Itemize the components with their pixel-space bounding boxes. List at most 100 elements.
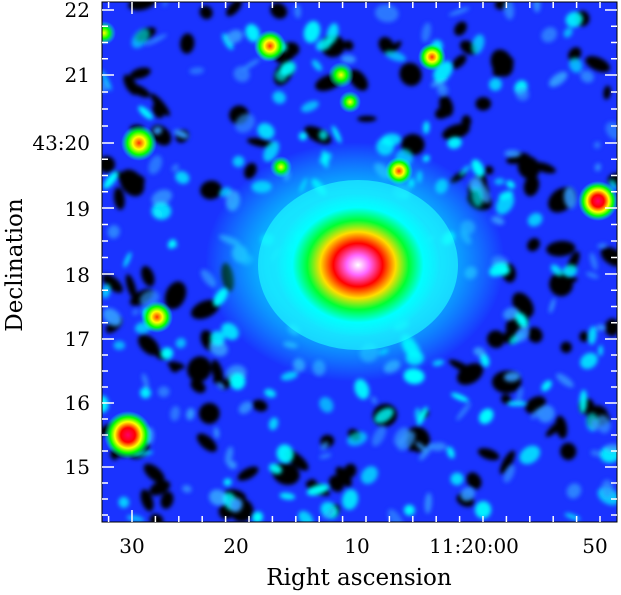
noise-cyan-patch [132,308,139,316]
noise-cyan-patch [430,442,447,452]
sky-image [102,2,617,522]
noise-cyan-patch [269,463,282,475]
noise-dark-patch [603,85,611,100]
noise-cyan-patch [580,352,598,369]
point-source [578,181,617,221]
noise-cyan-patch [471,159,485,177]
noise-cyan-patch [170,405,180,422]
noise-dark-patch [199,5,213,20]
noise-cyan-patch [494,178,505,185]
noise-dark-patch [568,47,582,62]
plot-frame [101,1,618,523]
noise-cyan-patch [506,180,515,189]
noise-dark-patch [448,359,474,374]
noise-cyan-patch [504,149,521,158]
noise-cyan-patch [354,378,370,400]
noise-dark-patch [169,361,181,373]
noise-cyan-patch [480,353,490,367]
noise-cyan-patch [414,407,421,422]
noise-cyan-patch [563,27,573,38]
x-tick-label: 20 [223,534,248,558]
noise-cyan-patch [360,466,378,484]
noise-dark-patch [452,54,467,69]
noise-cyan-patch [233,66,250,83]
noise-dark-patch [486,330,505,349]
y-tick-label: 43:20 [32,131,90,155]
noise-cyan-patch [151,189,173,206]
noise-dark-patch [527,326,543,343]
y-axis-title: Declination [2,198,28,332]
noise-cyan-patch [470,176,483,189]
x-tick-label: 11:20:00 [429,534,519,558]
noise-cyan-patch [272,91,286,104]
noise-cyan-patch [151,202,172,220]
noise-cyan-patch [506,401,527,406]
noise-cyan-patch [142,373,149,389]
noise-dark-patch [335,466,352,487]
noise-dark-patch [129,67,151,80]
noise-dark-patch [160,491,174,509]
noise-cyan-patch [422,121,430,134]
noise-cyan-patch [175,338,186,349]
noise-dark-patch [128,2,156,11]
noise-cyan-patch [268,417,279,431]
noise-cyan-patch [424,492,432,514]
noise-dark-patch [555,415,568,439]
noise-cyan-patch [541,380,552,392]
noise-cyan-patch [342,489,359,510]
noise-dark-patch [237,466,259,481]
y-tick-label: 18 [65,263,90,287]
noise-cyan-patch [596,414,611,434]
noise-dark-patch [164,281,187,310]
noise-dark-patch [492,56,514,77]
noise-cyan-patch [257,123,275,140]
noise-dark-patch [546,240,576,257]
noise-dark-patch [466,472,482,490]
noise-cyan-patch [274,69,287,82]
noise-dark-patch [138,334,160,356]
noise-cyan-patch [590,418,599,430]
noise-cyan-patch [387,509,404,522]
noise-cyan-patch [160,347,174,360]
noise-cyan-patch [448,7,470,16]
noise-cyan-patch [323,508,336,520]
noise-cyan-patch [594,163,601,172]
noise-cyan-patch [186,408,195,421]
noise-cyan-patch [374,407,394,424]
noise-cyan-patch [371,396,378,405]
noise-cyan-patch [516,386,524,404]
noise-cyan-patch [605,121,617,140]
noise-cyan-patch [223,478,232,486]
noise-dark-patch [150,93,170,117]
noise-cyan-patch [219,187,232,197]
noise-cyan-patch [451,392,469,402]
noise-cyan-patch [232,155,245,168]
noise-dark-patch [149,480,171,496]
noise-cyan-patch [216,382,225,390]
noise-cyan-patch [331,125,342,144]
noise-cyan-patch [403,504,415,516]
noise-cyan-patch [319,453,332,459]
noise-cyan-patch [347,431,368,446]
noise-cyan-patch [563,186,577,209]
noise-dark-patch [190,299,220,320]
noise-cyan-patch [495,193,515,215]
noise-cyan-patch [152,126,163,135]
noise-cyan-patch [264,388,276,398]
noise-dark-patch [328,475,344,492]
noise-cyan-patch [238,401,253,414]
noise-cyan-patch [171,164,179,172]
noise-cyan-patch [556,373,574,388]
noise-dark-patch [113,187,125,210]
noise-cyan-patch [474,501,492,519]
noise-dark-patch [252,399,268,412]
noise-dark-patch [196,433,217,452]
noise-cyan-patch [319,397,334,413]
noise-cyan-patch [148,155,163,175]
noise-cyan-patch [173,129,189,139]
noise-dark-patch [343,40,354,51]
noise-cyan-patch [301,100,319,113]
noise-cyan-patch [162,2,168,7]
x-axis-title: Right ascension [266,565,452,591]
noise-dark-patch [187,356,212,382]
